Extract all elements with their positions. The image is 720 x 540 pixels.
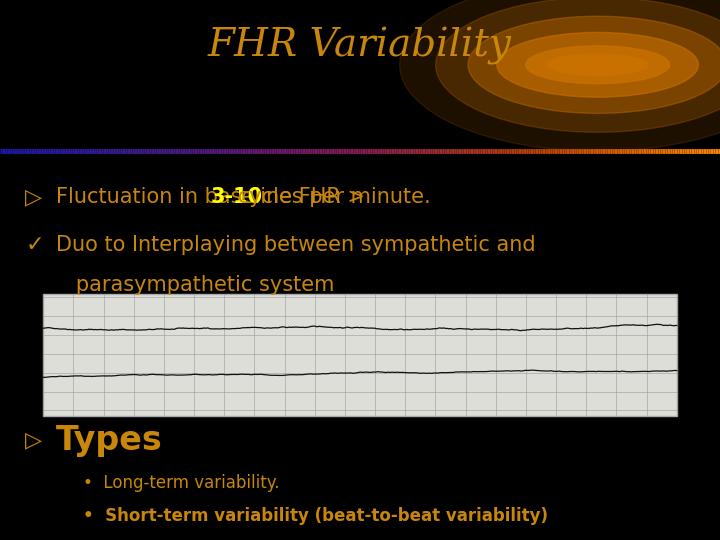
- Ellipse shape: [526, 46, 670, 84]
- Text: Fluctuation in baseline FHR >: Fluctuation in baseline FHR >: [56, 187, 372, 207]
- Text: parasympathetic system: parasympathetic system: [56, 275, 335, 295]
- Text: FHR Variability: FHR Variability: [208, 27, 512, 65]
- Text: ✓: ✓: [25, 235, 44, 255]
- Text: 3-10: 3-10: [210, 187, 262, 207]
- Text: •  Short-term variability (beat-to-beat variability): • Short-term variability (beat-to-beat v…: [83, 507, 548, 525]
- Text: Duo to Interplaying between sympathetic and: Duo to Interplaying between sympathetic …: [56, 235, 536, 255]
- Ellipse shape: [400, 0, 720, 151]
- Text: Types: Types: [56, 423, 163, 457]
- Ellipse shape: [468, 16, 720, 113]
- Text: ▷: ▷: [25, 187, 42, 207]
- Text: ▷: ▷: [25, 430, 42, 450]
- Text: cycles per minute.: cycles per minute.: [230, 187, 431, 207]
- Text: •  Long-term variability.: • Long-term variability.: [83, 474, 279, 492]
- Ellipse shape: [497, 32, 698, 97]
- Ellipse shape: [547, 54, 648, 76]
- Ellipse shape: [436, 0, 720, 132]
